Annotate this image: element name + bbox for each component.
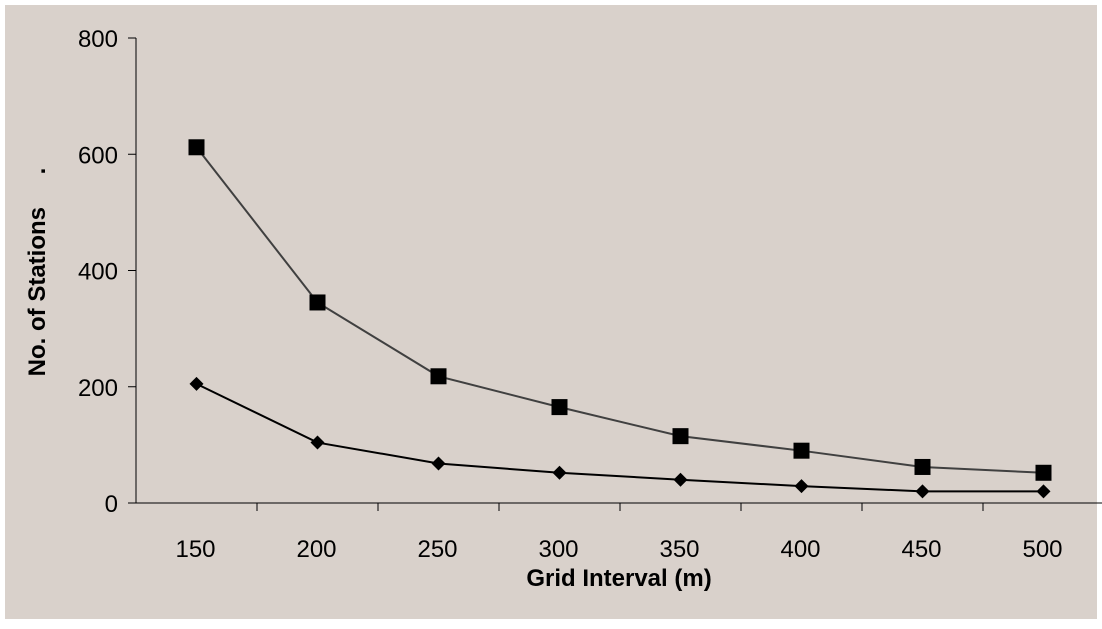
y-tick-label: 200 — [78, 375, 118, 402]
series-line — [195, 146, 1044, 474]
y-axis-title-text: No. of Stations — [24, 207, 51, 376]
diamond-marker — [189, 376, 204, 391]
x-tick-label: 450 — [901, 536, 941, 563]
x-tick-label: 350 — [659, 536, 699, 563]
y-axis-title: No. of Stations . — [24, 168, 51, 377]
square-marker — [672, 428, 689, 445]
square-marker — [309, 294, 326, 311]
x-tick-label: 150 — [175, 536, 215, 563]
series-2 — [189, 376, 1051, 499]
diamond-marker — [431, 456, 446, 471]
diamond-marker — [552, 465, 567, 480]
square-marker — [551, 399, 568, 416]
square-marker — [430, 368, 447, 385]
y-tick-label: 400 — [78, 259, 118, 286]
diamond-marker — [673, 472, 688, 487]
square-marker — [188, 139, 205, 156]
series-line — [196, 382, 1044, 493]
diamond-marker — [794, 479, 809, 494]
square-marker — [1035, 464, 1052, 481]
square-marker — [793, 442, 810, 459]
x-tick-label: 300 — [538, 536, 578, 563]
square-marker — [914, 458, 931, 475]
y-tick-label: 0 — [105, 491, 118, 518]
x-tick-label: 200 — [296, 536, 336, 563]
y-axis-title-suffix: . — [24, 168, 51, 175]
y-axis-ticks: 0 200 400 600 800 — [78, 26, 136, 518]
x-axis-title: Grid Interval (m) — [526, 565, 711, 592]
x-axis-ticks: 150 200 250 300 350 400 450 500 — [175, 503, 1063, 563]
diamond-marker — [1036, 484, 1051, 499]
x-tick-label: 250 — [417, 536, 457, 563]
y-tick-label: 600 — [78, 142, 118, 169]
series-1 — [188, 139, 1052, 481]
diamond-marker — [310, 435, 325, 450]
diamond-marker — [915, 484, 930, 499]
y-tick-label: 800 — [78, 26, 118, 53]
x-tick-label: 400 — [780, 536, 820, 563]
x-tick-label: 500 — [1022, 536, 1062, 563]
chart-background — [5, 5, 1097, 619]
series-layer — [188, 139, 1052, 499]
